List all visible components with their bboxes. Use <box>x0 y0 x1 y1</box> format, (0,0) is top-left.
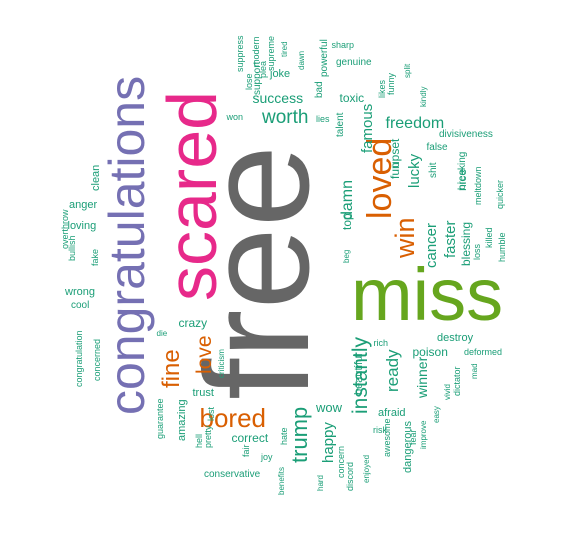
word-lies: lies <box>316 113 330 124</box>
word-scared: scared <box>153 90 231 301</box>
word-die: die <box>156 329 168 338</box>
word-powerful: powerful <box>319 39 330 77</box>
word-humble: humble <box>496 232 507 262</box>
word-concerned: concerned <box>91 338 102 381</box>
word-blessing: blessing <box>459 221 473 266</box>
word-sharp: sharp <box>331 39 355 50</box>
word-improve: improve <box>419 420 428 449</box>
word-awesome: awesome <box>381 417 392 457</box>
word-deformed: deformed <box>464 346 503 357</box>
word-fair: fair <box>240 443 251 457</box>
word-toxic: toxic <box>339 91 365 105</box>
word-false: false <box>426 142 448 153</box>
word-clean: clean <box>89 164 102 191</box>
word-hard: hard <box>316 474 325 491</box>
word-win: win <box>389 216 420 258</box>
word-enjoyed: enjoyed <box>362 454 371 483</box>
word-wow: wow <box>316 399 343 415</box>
word-cancer: cancer <box>422 222 440 268</box>
word-killed: killed <box>483 226 494 248</box>
word-loving: loving <box>67 219 97 232</box>
word-crazy: crazy <box>178 316 208 330</box>
word-shit: shit <box>428 162 439 178</box>
word-benefits: benefits <box>277 466 286 495</box>
word-worth: worth <box>262 106 309 128</box>
word-anger: anger <box>69 198 98 211</box>
word-success: success <box>252 90 304 106</box>
word-discord: discord <box>344 461 355 491</box>
word-trust: trust <box>192 386 214 399</box>
word-bored: bored <box>199 403 267 433</box>
word-fear: fear <box>407 429 418 445</box>
word-famous: famous <box>358 103 376 153</box>
word-congratulations: congratulations <box>99 75 155 415</box>
word-cool: cool <box>71 300 90 311</box>
word-modern: modern <box>250 35 261 67</box>
word-dictator: dictator <box>451 366 462 396</box>
word-lose: lose <box>243 72 254 90</box>
word-faster: faster <box>441 220 459 258</box>
word-freedom: freedom <box>385 115 445 132</box>
word-hate: hate <box>278 427 289 445</box>
word-trump: trump <box>287 406 312 463</box>
word-breaking: breaking <box>457 151 468 190</box>
word-bullish: bullish <box>66 235 77 261</box>
word-won: won <box>226 111 244 122</box>
word-divisiveness: divisiveness <box>439 129 493 140</box>
word-beg: beg <box>342 249 351 263</box>
word-talent: talent <box>335 112 346 137</box>
word-wrong: wrong <box>65 285 95 298</box>
word-beautiful: beautiful <box>352 353 365 395</box>
word-funny: funny <box>385 72 396 95</box>
word-supreme: supreme <box>265 35 276 71</box>
word-poison: poison <box>412 345 448 359</box>
word-pretty: pretty <box>202 424 213 448</box>
word-destroy: destroy <box>437 331 474 344</box>
word-miss: miss <box>351 253 504 336</box>
word-happy: happy <box>319 421 337 463</box>
word-guarantee: guarantee <box>154 397 165 439</box>
word-meltdown: meltdown <box>472 165 483 205</box>
word-ready: ready <box>382 348 402 392</box>
word-conservative: conservative <box>204 469 261 480</box>
word-kindly: kindly <box>419 86 428 107</box>
word-amazing: amazing <box>175 399 188 441</box>
word-criticism: criticism <box>217 348 226 378</box>
word-easy: easy <box>432 405 441 423</box>
word-fine: fine <box>158 348 185 388</box>
word-vivid: vivid <box>443 383 452 400</box>
word-dawn: dawn <box>297 50 306 70</box>
word-lucky: lucky <box>405 153 423 188</box>
word-risk: risk <box>373 424 387 435</box>
word-top: top <box>340 212 354 230</box>
word-split: split <box>403 63 412 78</box>
word-winner: winner <box>414 356 430 398</box>
word-mad: mad <box>470 363 479 379</box>
word-genuine: genuine <box>336 57 372 68</box>
word-correct: correct <box>231 431 269 445</box>
word-congratulation: congratulation <box>73 329 84 387</box>
word-joke: joke <box>270 67 291 80</box>
word-quicker: quicker <box>494 179 505 209</box>
word-rich: rich <box>373 337 389 348</box>
word-bad: bad <box>314 80 325 98</box>
word-afraid: afraid <box>378 406 406 419</box>
word-loss: loss <box>471 243 482 260</box>
word-fake: fake <box>89 248 100 266</box>
word-tired: tired <box>280 41 289 57</box>
word-lost: lost <box>205 406 216 421</box>
word-upset: upset <box>388 138 402 168</box>
word-love: love <box>192 334 216 374</box>
word-joy: joy <box>261 451 273 462</box>
word-suppress: suppress <box>234 34 245 72</box>
